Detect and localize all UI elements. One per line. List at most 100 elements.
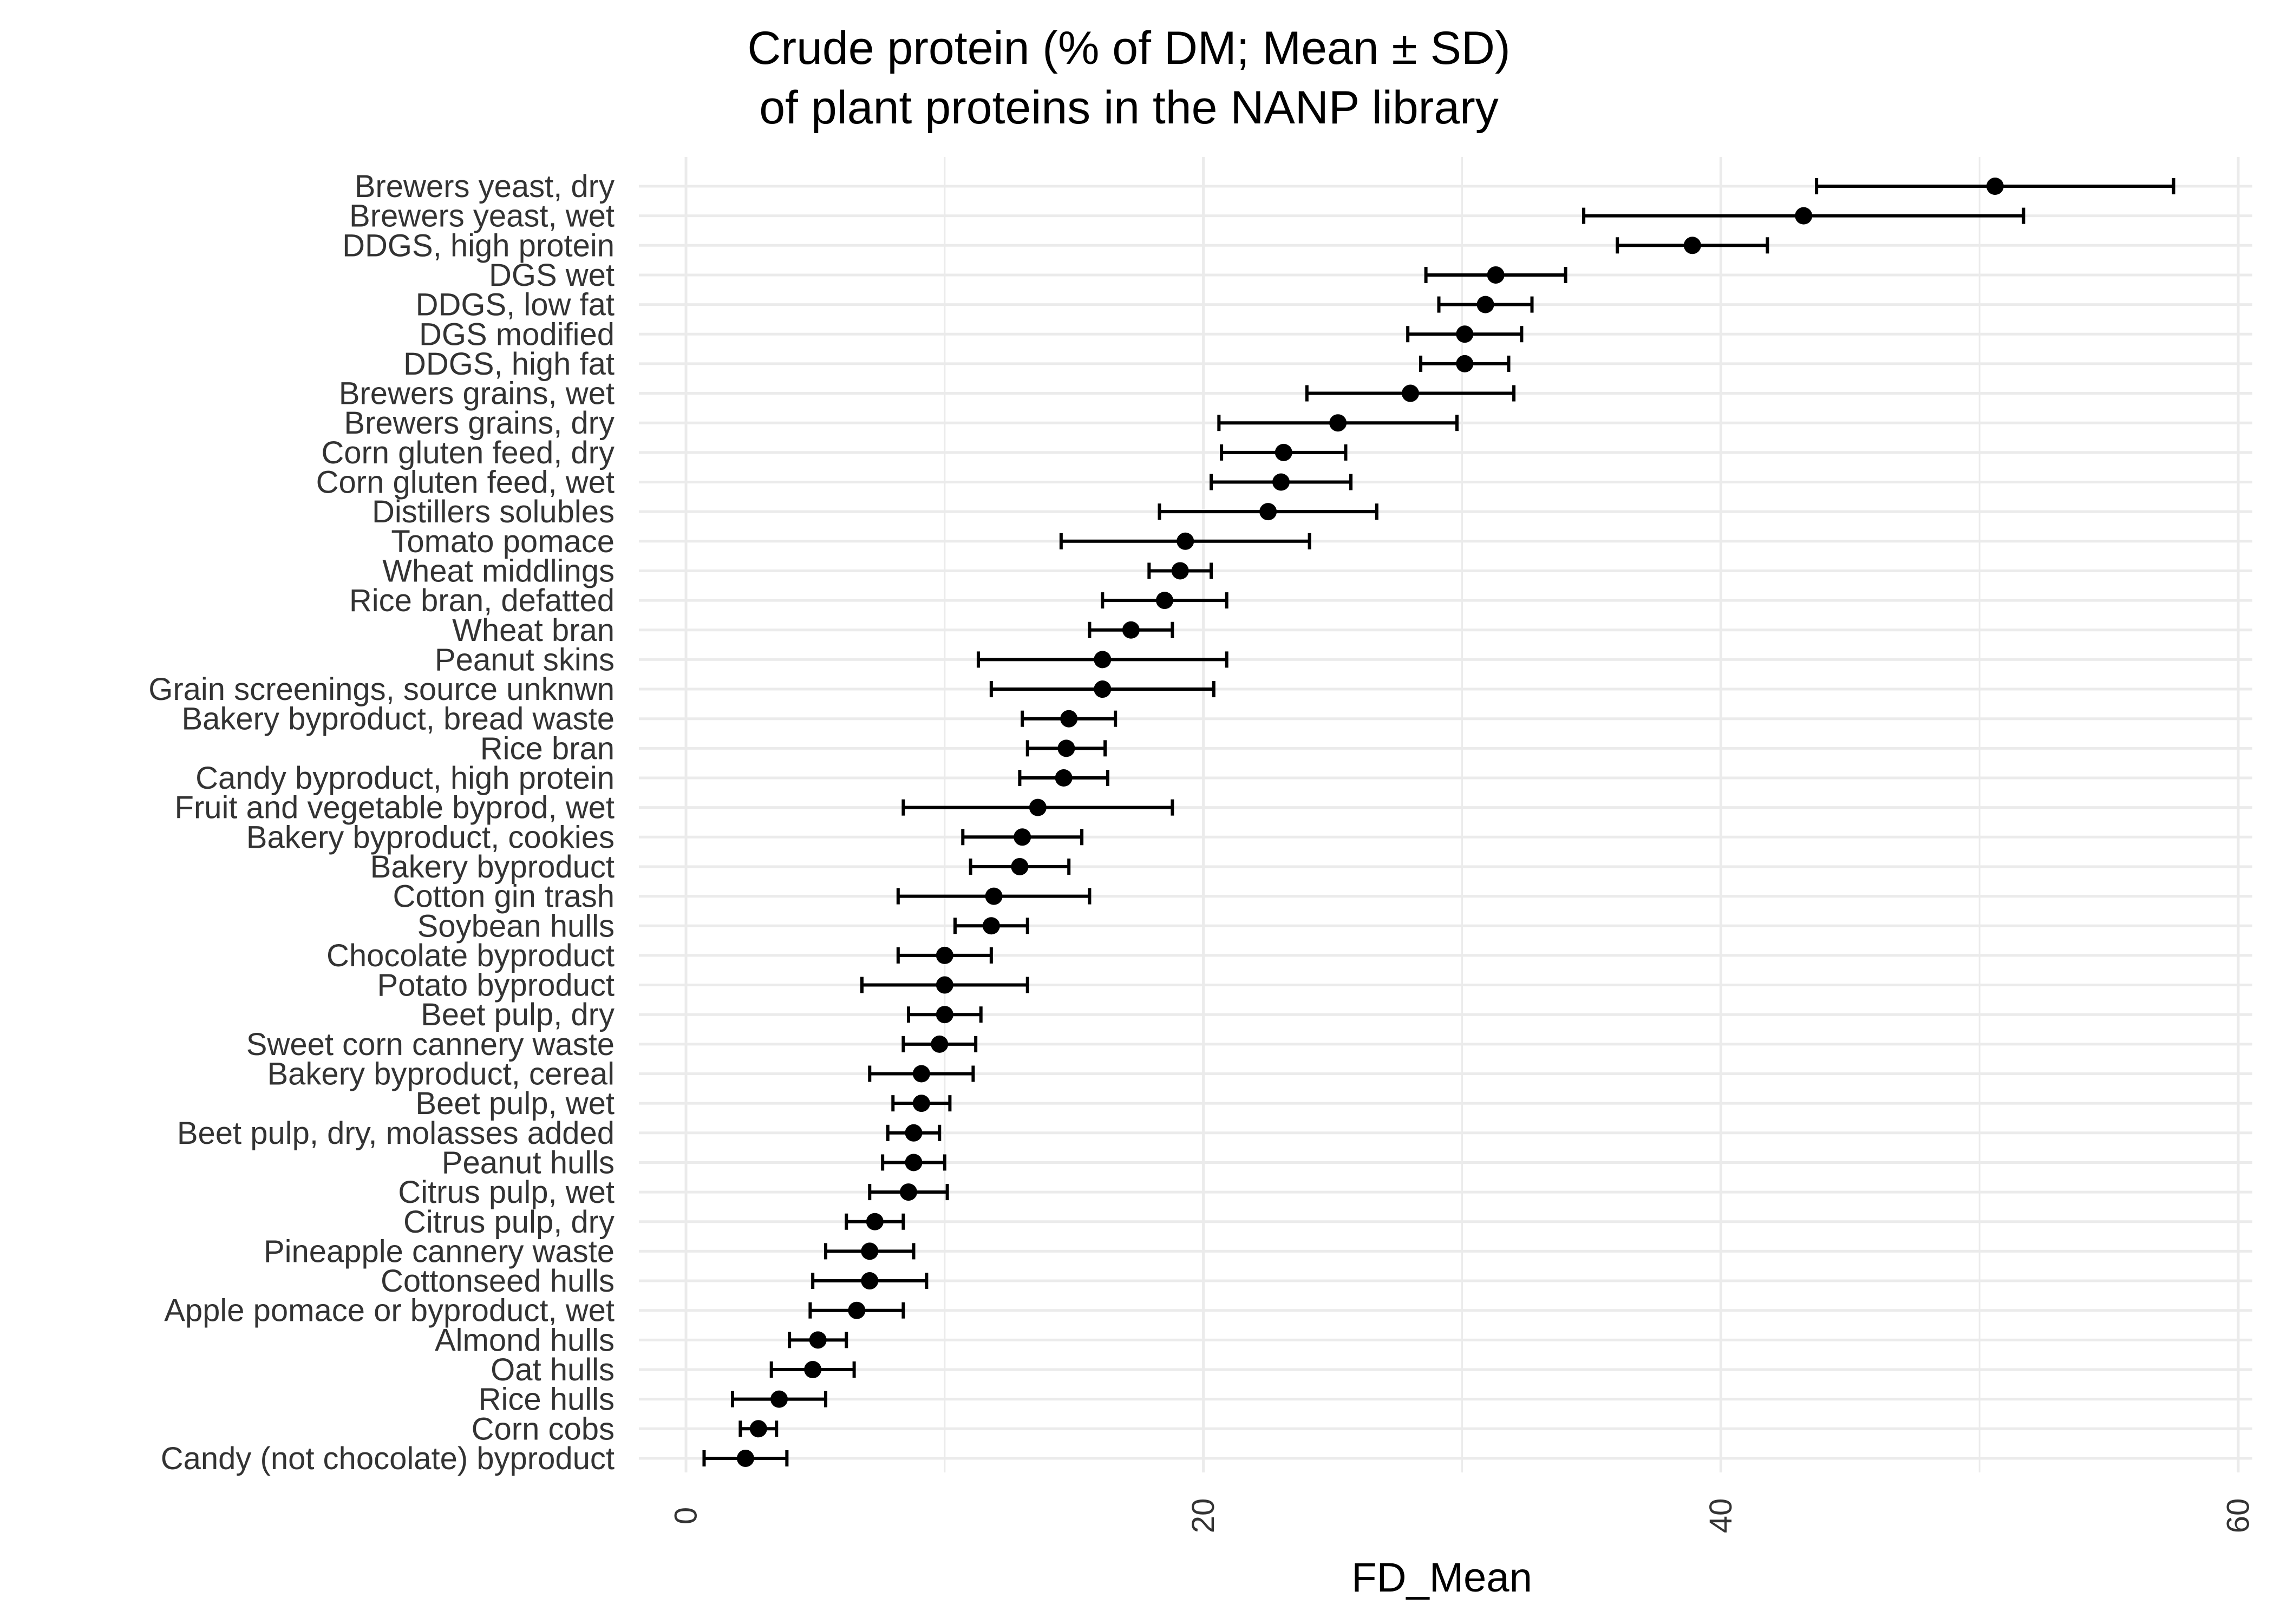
mean-point xyxy=(1122,621,1140,639)
category-label: Oat hulls xyxy=(491,1352,615,1387)
mean-point xyxy=(1986,178,2004,195)
mean-point xyxy=(1029,798,1047,816)
category-label: Brewers yeast, wet xyxy=(349,199,615,234)
category-label: Sweet corn cannery waste xyxy=(246,1027,615,1062)
category-label: Brewers yeast, dry xyxy=(355,169,615,204)
category-label: Candy (not chocolate) byproduct xyxy=(161,1441,615,1476)
mean-point xyxy=(912,1095,930,1112)
mean-point xyxy=(848,1301,866,1319)
chart-title-line-2: of plant proteins in the NANP library xyxy=(759,82,1499,134)
mean-point xyxy=(1155,592,1173,610)
category-label: Apple pomace or byproduct, wet xyxy=(164,1293,615,1328)
category-label: Brewers grains, wet xyxy=(339,376,615,411)
category-label: Chocolate byproduct xyxy=(326,938,615,973)
category-label: Soybean hulls xyxy=(417,908,615,944)
mean-point xyxy=(985,887,1003,905)
mean-point xyxy=(866,1213,884,1230)
mean-point xyxy=(936,976,953,994)
category-label: DDGS, low fat xyxy=(416,287,615,323)
category-label: DDGS, high protein xyxy=(342,228,615,263)
mean-point xyxy=(905,1124,923,1142)
mean-point xyxy=(1060,710,1078,728)
mean-point xyxy=(1456,355,1474,372)
category-label: Beet pulp, dry xyxy=(421,997,615,1032)
mean-point xyxy=(770,1390,788,1408)
category-label: Bakery byproduct, bread waste xyxy=(181,702,615,737)
mean-point xyxy=(804,1361,822,1378)
category-label: Citrus pulp, wet xyxy=(398,1175,615,1210)
category-label: Distillers solubles xyxy=(372,494,615,529)
category-label: Potato byproduct xyxy=(377,968,615,1003)
mean-point xyxy=(1055,769,1073,787)
mean-point xyxy=(861,1242,879,1260)
x-tick-label: 60 xyxy=(2221,1498,2256,1534)
category-label: Bakery byproduct, cereal xyxy=(267,1057,615,1092)
mean-point xyxy=(1014,828,1031,846)
x-tick-label: 40 xyxy=(1703,1498,1739,1534)
mean-point xyxy=(1259,503,1277,521)
mean-point xyxy=(1329,414,1347,432)
category-label: Almond hulls xyxy=(435,1322,615,1358)
mean-point xyxy=(1487,266,1505,284)
category-label: Fruit and vegetable byprod, wet xyxy=(175,790,615,826)
category-label: Rice bran xyxy=(480,731,615,766)
category-label: Corn cobs xyxy=(472,1411,615,1446)
mean-point xyxy=(1094,651,1112,669)
mean-point xyxy=(1272,473,1290,491)
mean-point xyxy=(931,1035,949,1053)
category-label: Corn gluten feed, wet xyxy=(316,465,615,500)
category-label: Citrus pulp, dry xyxy=(403,1204,615,1240)
category-label: Peanut hulls xyxy=(442,1145,615,1180)
mean-point xyxy=(1057,739,1075,757)
grid xyxy=(639,157,2252,1472)
x-tick-label: 0 xyxy=(669,1507,704,1524)
x-axis-tick-labels: 0 20 40 60 xyxy=(669,1498,2256,1534)
category-label: Beet pulp, wet xyxy=(415,1086,615,1121)
mean-point xyxy=(1683,237,1701,254)
x-axis-label: FD_Mean xyxy=(1351,1555,1532,1601)
category-label: DGS wet xyxy=(489,258,615,293)
category-label: Peanut skins xyxy=(435,642,615,677)
category-label: DDGS, high fat xyxy=(403,346,615,382)
mean-point xyxy=(736,1449,754,1467)
category-label: Corn gluten feed, dry xyxy=(321,435,615,470)
category-label: Pineapple cannery waste xyxy=(264,1234,615,1269)
category-label: Brewers grains, dry xyxy=(344,405,615,441)
mean-point xyxy=(1401,384,1419,402)
category-label: Rice bran, defatted xyxy=(349,583,615,618)
mean-point xyxy=(1171,562,1189,580)
mean-point xyxy=(861,1272,879,1290)
category-label: Tomato pomace xyxy=(391,524,615,559)
mean-point xyxy=(982,917,1000,935)
category-label: DGS modified xyxy=(419,317,615,352)
category-label: Candy byproduct, high protein xyxy=(195,761,615,796)
category-label: Wheat bran xyxy=(452,613,615,648)
category-label: Grain screenings, source unknwn xyxy=(148,672,615,707)
mean-point xyxy=(809,1331,827,1349)
mean-point xyxy=(1011,857,1029,875)
mean-point xyxy=(905,1154,923,1171)
category-label: Bakery byproduct xyxy=(370,849,615,885)
mean-point xyxy=(936,946,953,964)
chart-title-line-1: Crude protein (% of DM; Mean ± SD) xyxy=(747,22,1510,74)
mean-point xyxy=(1476,296,1494,313)
mean-point xyxy=(1275,443,1292,461)
category-label: Bakery byproduct, cookies xyxy=(246,820,615,855)
category-label: Cottonseed hulls xyxy=(381,1263,615,1299)
mean-point xyxy=(1094,680,1112,698)
mean-point xyxy=(912,1065,930,1083)
category-label: Cotton gin trash xyxy=(393,879,615,914)
category-label: Wheat middlings xyxy=(382,553,615,588)
category-label: Beet pulp, dry, molasses added xyxy=(177,1116,615,1151)
mean-points xyxy=(736,178,2004,1467)
x-tick-label: 20 xyxy=(1186,1498,1221,1534)
mean-point xyxy=(749,1420,767,1438)
mean-point xyxy=(899,1183,917,1201)
mean-point xyxy=(1456,325,1474,343)
mean-point xyxy=(1177,532,1194,550)
mean-point xyxy=(1795,207,1813,225)
category-label: Rice hulls xyxy=(479,1382,615,1417)
